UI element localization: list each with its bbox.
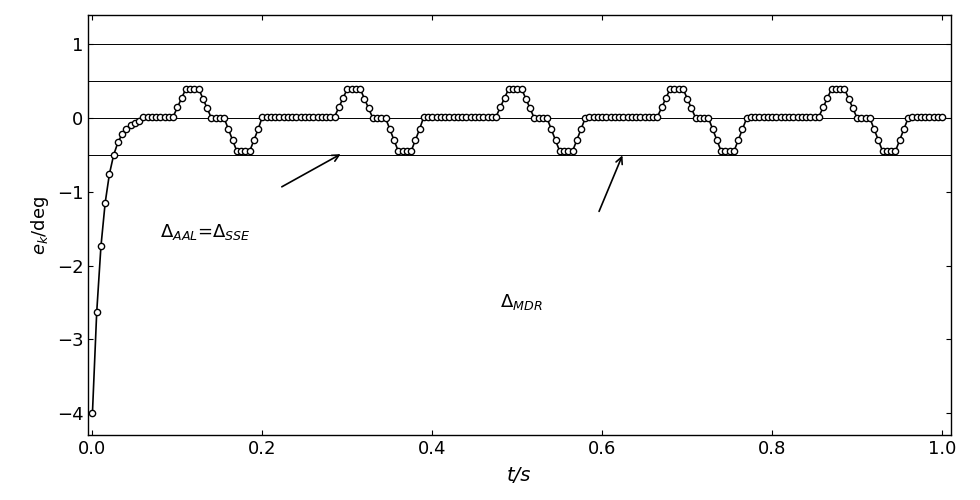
Text: $\Delta_{MDR}$: $\Delta_{MDR}$ (500, 292, 543, 312)
Text: $\Delta_{AAL}$=$\Delta_{SSE}$: $\Delta_{AAL}$=$\Delta_{SSE}$ (161, 222, 251, 242)
Y-axis label: $e_k$/deg: $e_k$/deg (29, 196, 51, 254)
X-axis label: t/s: t/s (508, 466, 531, 485)
